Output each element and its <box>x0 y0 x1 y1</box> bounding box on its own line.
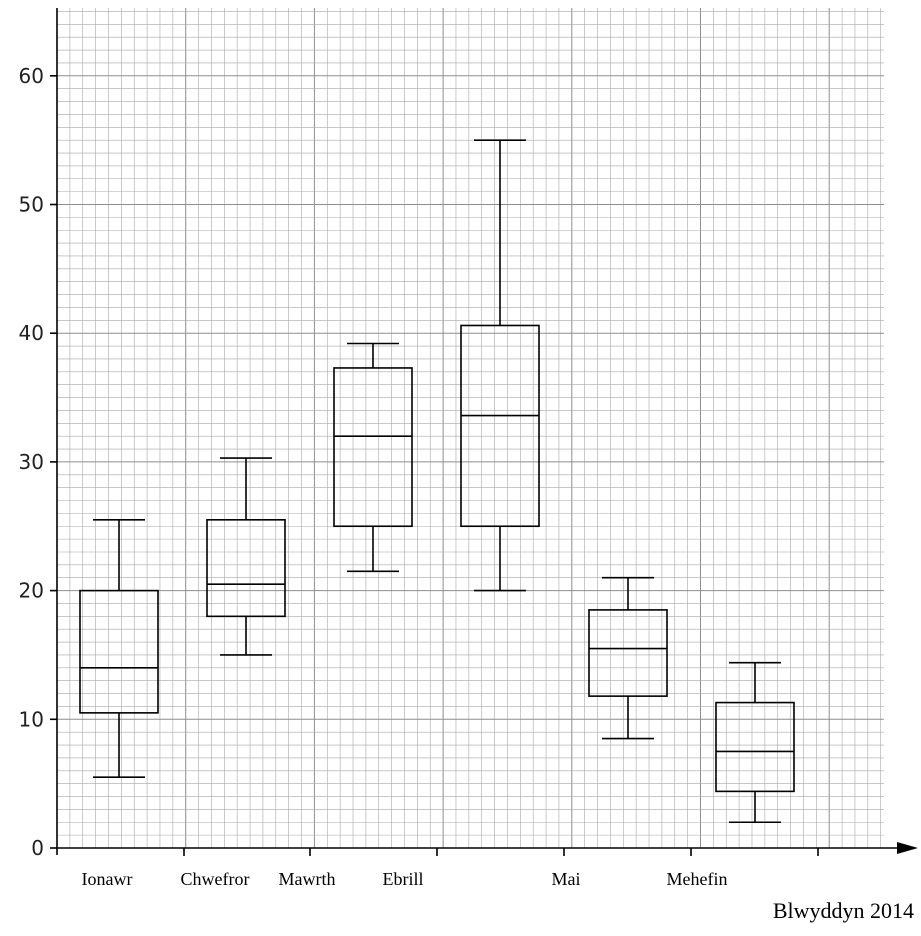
box-plot-ionawr <box>79 519 159 779</box>
box-iqr <box>333 367 413 528</box>
category-label: Mai <box>552 869 581 889</box>
y-tick-label: 60 <box>19 64 44 88</box>
y-tick-label: 20 <box>19 579 44 603</box>
y-tick-label: 40 <box>19 321 44 345</box>
box-iqr <box>460 324 540 528</box>
box-plot-mawrth <box>333 342 413 573</box>
box-plot-ebrill <box>460 139 540 592</box>
category-label: Mawrth <box>279 869 336 889</box>
boxes <box>79 139 795 824</box>
x-axis-arrow-icon <box>897 842 918 854</box>
axes <box>56 8 918 855</box>
y-tick-label: 10 <box>19 707 44 731</box>
box-iqr <box>715 701 795 793</box>
box-plot-chwefror <box>206 457 286 656</box>
category-label: Ionawr <box>82 869 133 889</box>
grid <box>56 8 884 849</box>
category-label: Chwefror <box>181 869 250 889</box>
box-iqr <box>79 589 159 714</box>
category-labels: Ionawr Chwefror Mawrth Ebrill Mai Mehefin <box>82 869 728 889</box>
box-plot-mai <box>588 576 668 740</box>
y-tick-label: 0 <box>31 836 44 860</box>
y-tick-labels: 0 10 20 30 40 50 60 <box>19 64 57 860</box>
y-tick-label: 50 <box>19 193 44 217</box>
category-label: Ebrill <box>383 869 424 889</box>
box-plot-mehefin <box>715 661 795 824</box>
y-tick-label: 30 <box>19 450 44 474</box>
footer-label: Blwyddyn 2014 <box>773 898 914 923</box>
category-label: Mehefin <box>667 869 728 889</box>
box-iqr <box>588 609 668 697</box>
x-tick-marks <box>183 848 819 856</box>
box-iqr <box>206 519 286 618</box>
